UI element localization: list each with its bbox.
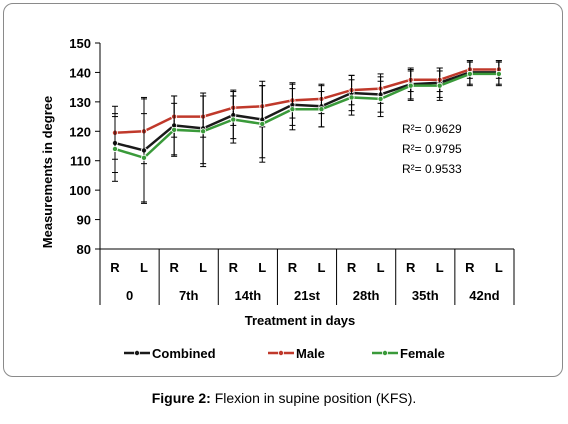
x-axis-label: Treatment in days xyxy=(245,313,356,328)
series-line xyxy=(114,71,499,152)
data-point xyxy=(112,145,119,152)
data-point xyxy=(140,154,147,161)
x-group-label: 28th xyxy=(353,288,380,303)
data-point xyxy=(407,82,414,89)
figure-caption: Figure 2: Flexion in supine position (KF… xyxy=(0,390,568,406)
x-tick-label: L xyxy=(317,260,325,275)
x-tick-label: L xyxy=(377,260,385,275)
x-tick-label: R xyxy=(110,260,120,275)
x-tick-label: R xyxy=(406,260,416,275)
caption-text: Flexion in supine position (KFS). xyxy=(210,390,417,406)
x-group-label: 21st xyxy=(294,288,321,303)
y-tick-label: 120 xyxy=(69,124,91,139)
y-axis: 80 90 100 110 120 130 140 150 xyxy=(69,36,101,257)
legend-item-male: Male xyxy=(268,346,325,361)
legend-item-female: Female xyxy=(372,346,445,361)
y-axis-label: Measurements in degree xyxy=(40,96,55,248)
x-group-label: 0 xyxy=(126,288,133,303)
data-point xyxy=(436,82,443,89)
data-point xyxy=(230,116,237,123)
r-squared-label: R²= 0.9795 xyxy=(402,142,462,156)
series-female xyxy=(112,61,502,203)
figure-frame xyxy=(3,3,563,377)
legend-label: Male xyxy=(296,346,325,361)
x-group-label: 7th xyxy=(179,288,199,303)
data-point xyxy=(200,128,207,135)
y-tick-label: 100 xyxy=(69,183,91,198)
x-tick-label: R xyxy=(465,260,475,275)
x-tick-label: R xyxy=(288,260,298,275)
x-tick-label: R xyxy=(229,260,239,275)
x-tick-label: L xyxy=(436,260,444,275)
series-line xyxy=(114,72,499,160)
y-tick-label: 150 xyxy=(69,36,91,51)
data-point xyxy=(348,94,355,101)
y-tick-label: 130 xyxy=(69,95,91,110)
y-tick-label: 80 xyxy=(77,242,91,257)
x-tick-label: R xyxy=(347,260,357,275)
y-tick-label: 90 xyxy=(77,213,91,228)
legend-marker xyxy=(133,349,140,356)
legend-marker xyxy=(277,349,284,356)
data-point xyxy=(466,70,473,77)
x-tick-label: L xyxy=(495,260,503,275)
x-group-label: 35th xyxy=(412,288,439,303)
legend-item-combined: Combined xyxy=(124,346,216,361)
data-point xyxy=(289,106,296,113)
data-point xyxy=(259,120,266,127)
legend-label: Female xyxy=(400,346,445,361)
r-squared-label: R²= 0.9629 xyxy=(402,122,462,136)
x-tick-label: L xyxy=(140,260,148,275)
data-point xyxy=(495,70,502,77)
data-point xyxy=(318,106,325,113)
x-tick-label: R xyxy=(169,260,179,275)
y-tick-label: 110 xyxy=(70,154,91,169)
legend-label: Combined xyxy=(152,346,216,361)
x-group-label: 42nd xyxy=(469,288,499,303)
x-axis: R L R L R L R L R L R L R L0 7th 14th 21st 28th 35th 42nd xyxy=(99,248,515,305)
x-tick-label: L xyxy=(199,260,207,275)
legend: Combined Male Female xyxy=(124,346,445,361)
caption-label: Figure 2: xyxy=(151,390,211,406)
y-tick-label: 140 xyxy=(69,65,91,80)
x-tick-label: L xyxy=(258,260,266,275)
series-line xyxy=(114,68,499,135)
data-point xyxy=(377,95,384,102)
legend-marker xyxy=(381,349,388,356)
x-group-label: 14th xyxy=(234,288,261,303)
series-layer xyxy=(112,60,502,204)
data-point xyxy=(171,126,178,133)
r-squared-annotations: R²= 0.9629 R²= 0.9795 R²= 0.9533 xyxy=(402,122,462,176)
r-squared-label: R²= 0.9533 xyxy=(402,162,462,176)
